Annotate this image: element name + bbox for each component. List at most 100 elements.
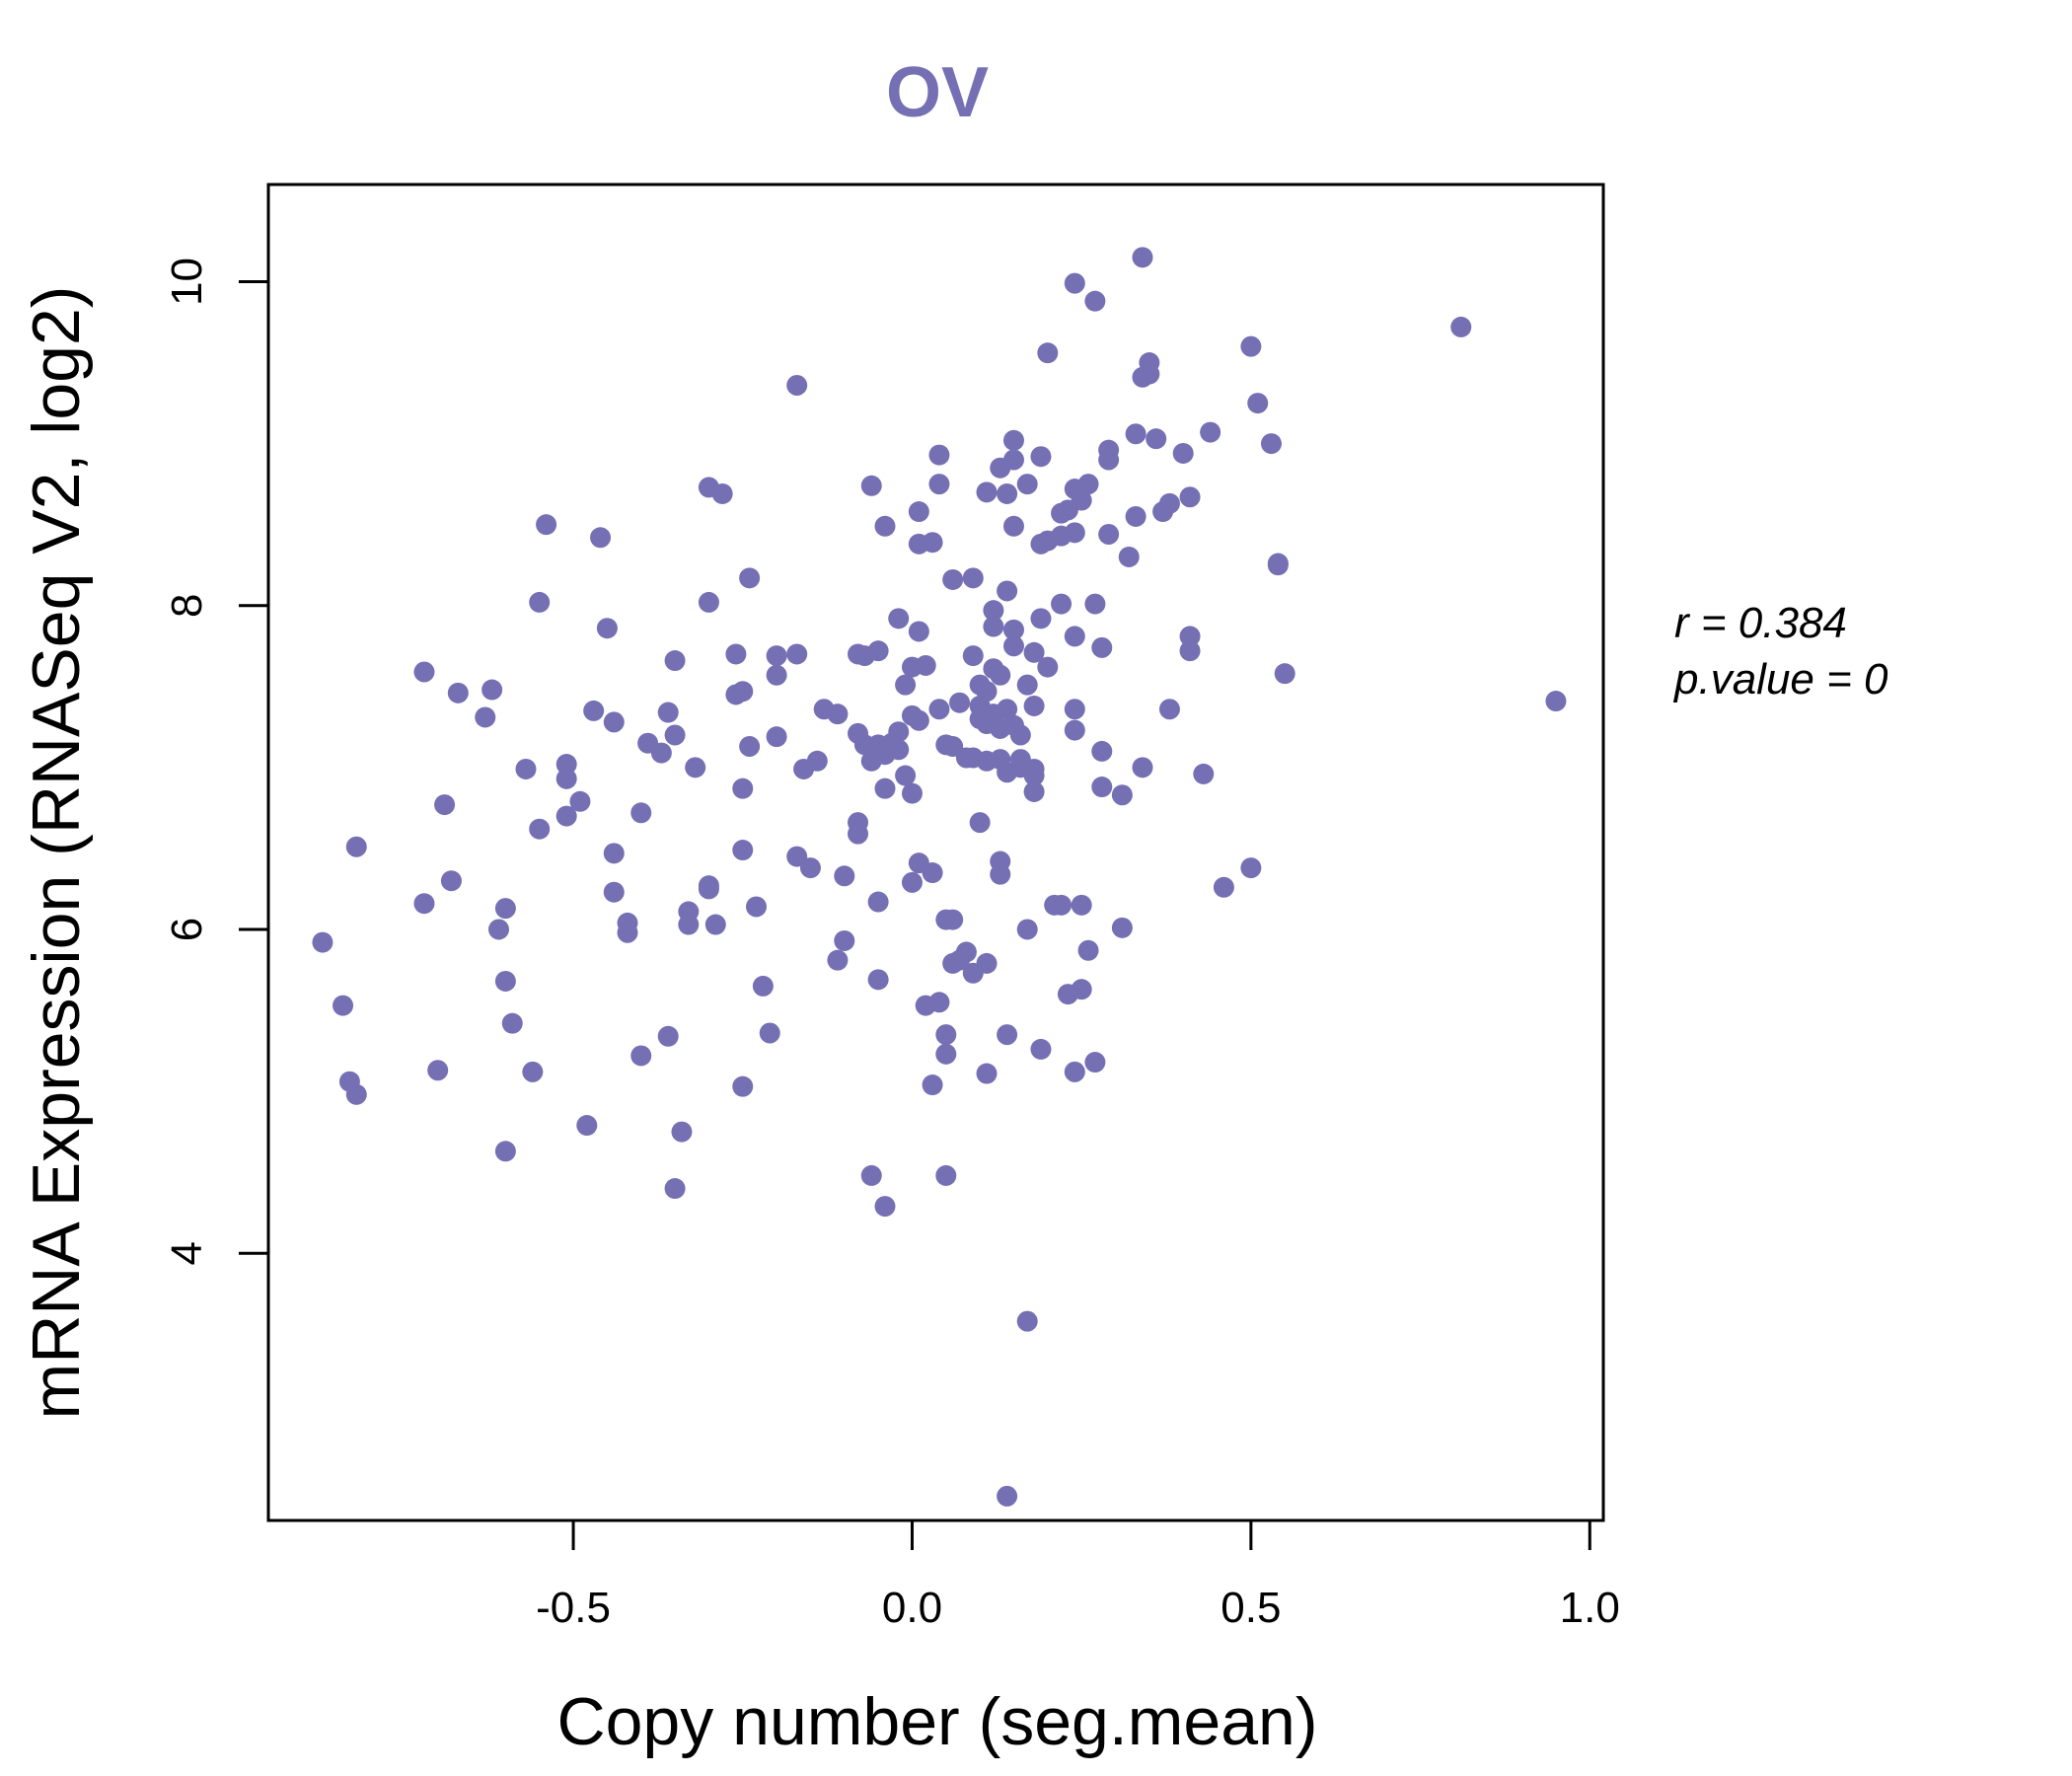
data-point [1037, 342, 1059, 364]
data-point [1179, 486, 1201, 508]
data-point [942, 736, 964, 758]
data-point [949, 692, 971, 713]
data-point [1030, 1038, 1052, 1060]
data-point [1132, 757, 1153, 778]
data-point [874, 1196, 896, 1218]
data-point [1016, 474, 1038, 495]
data-point [827, 703, 849, 725]
data-point [732, 1075, 754, 1097]
data-point [650, 742, 672, 764]
x-axis-label: Copy number (seg.mean) [556, 1684, 1317, 1759]
data-point [1037, 656, 1059, 678]
data-point [1016, 919, 1038, 940]
data-point [1051, 593, 1073, 615]
data-point [827, 949, 849, 971]
data-point [345, 836, 367, 857]
data-point [955, 941, 977, 963]
data-point [1002, 449, 1024, 471]
y-axis: 4 6 8 10 [163, 258, 270, 1265]
data-point [1267, 553, 1289, 574]
data-point [997, 1024, 1018, 1046]
data-point [583, 700, 605, 721]
data-point [759, 1022, 780, 1044]
data-point [908, 709, 929, 731]
data-point [1179, 640, 1201, 662]
data-point [1077, 939, 1099, 961]
data-point [555, 768, 577, 789]
data-point [997, 1485, 1018, 1507]
data-point [529, 591, 551, 613]
data-point [799, 857, 821, 879]
data-point [895, 765, 917, 786]
data-point [434, 794, 456, 816]
data-point [312, 931, 333, 953]
data-point [1111, 784, 1133, 806]
correlation-r: r = 0.384 [1674, 599, 1847, 647]
data-point [895, 674, 917, 696]
data-point [867, 640, 889, 662]
x-tick-label: 0.0 [882, 1584, 942, 1632]
data-point [976, 481, 998, 503]
data-point [596, 618, 618, 639]
data-point [1023, 780, 1045, 802]
x-axis: -0.5 0.0 0.5 1.0 [536, 1518, 1620, 1632]
data-point [529, 818, 551, 840]
data-point [333, 995, 354, 1016]
data-point [617, 922, 638, 943]
data-point [976, 681, 998, 703]
data-point [935, 1164, 957, 1186]
data-point [1213, 876, 1234, 898]
data-point [1064, 272, 1085, 294]
data-point [874, 515, 896, 537]
data-point [739, 567, 761, 589]
data-point [915, 654, 936, 676]
data-point [888, 739, 910, 761]
data-point [704, 914, 726, 935]
data-point [888, 721, 910, 743]
data-point [935, 1024, 957, 1046]
data-point [603, 843, 625, 864]
data-point [766, 645, 787, 667]
data-point [664, 724, 686, 746]
data-point [908, 501, 929, 523]
data-point [732, 840, 754, 861]
x-tick-label: -0.5 [536, 1584, 611, 1632]
data-point [657, 1025, 679, 1047]
data-point [1111, 917, 1133, 938]
data-point [475, 706, 496, 728]
data-point [766, 664, 787, 686]
data-point [1193, 763, 1215, 784]
data-point [1132, 247, 1153, 268]
data-point [976, 952, 998, 974]
data-point [1146, 428, 1167, 450]
data-point [1084, 1052, 1106, 1073]
data-point [860, 475, 882, 496]
data-point [901, 782, 923, 804]
y-tick-label: 6 [163, 918, 211, 941]
data-point [440, 870, 462, 892]
data-point [786, 375, 808, 397]
data-point [935, 1043, 957, 1065]
data-point [908, 621, 929, 642]
data-point [732, 681, 754, 703]
data-point [1091, 777, 1113, 798]
data-point [555, 754, 577, 776]
data-point [745, 896, 767, 918]
data-point [1200, 421, 1221, 443]
data-point [1139, 363, 1160, 385]
data-point [1125, 505, 1147, 527]
data-point [630, 802, 652, 824]
data-point [569, 790, 591, 812]
y-tick-label: 4 [163, 1241, 211, 1265]
data-point [522, 1061, 544, 1082]
data-point [494, 898, 516, 920]
data-point [494, 1141, 516, 1162]
data-point [848, 823, 869, 845]
data-point [860, 1164, 882, 1186]
data-point [1125, 423, 1147, 445]
data-point [1084, 290, 1106, 312]
data-point [928, 444, 950, 466]
data-point [1158, 699, 1180, 720]
data-point [928, 699, 950, 720]
data-point [997, 482, 1018, 504]
